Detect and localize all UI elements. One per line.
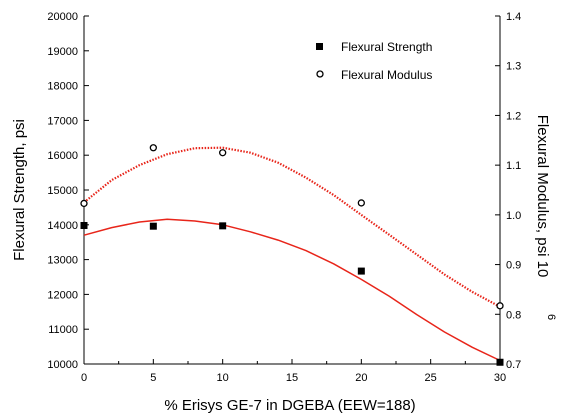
point-flexural-strength <box>80 221 88 229</box>
x-tick-label: 0 <box>81 372 87 384</box>
y-right-tick-label: 1.0 <box>506 210 521 222</box>
y-left-tick-label: 10000 <box>47 359 78 371</box>
legend-label-modulus: Flexural Modulus <box>341 68 432 82</box>
y-right-axis-exponent: 6 <box>545 314 557 320</box>
data-points <box>80 144 504 366</box>
legend-label-strength: Flexural Strength <box>341 40 432 54</box>
y-left-tick-label: 20000 <box>47 11 78 23</box>
point-flexural-modulus <box>357 199 365 207</box>
x-tick-label: 25 <box>425 372 437 384</box>
x-tick-label: 10 <box>217 372 229 384</box>
y-right-tick-label: 0.8 <box>506 309 521 321</box>
y-left-tick-label: 15000 <box>47 185 78 197</box>
point-flexural-modulus <box>219 149 227 157</box>
x-tick-label: 5 <box>150 372 156 384</box>
y-left-axis-title: Flexural Strength, psi <box>11 119 28 261</box>
point-flexural-modulus <box>149 144 157 152</box>
y-left-tick-label: 13000 <box>47 255 78 267</box>
legend: Flexural Strength Flexural Modulus <box>316 40 432 82</box>
y-right-tick-label: 0.7 <box>506 359 521 371</box>
y-right-axis-title: Flexural Modulus, psi 10 <box>534 115 551 278</box>
point-flexural-strength <box>357 267 365 275</box>
y-left-tick-label: 17000 <box>47 115 78 127</box>
y-left-tick-label: 14000 <box>47 220 78 232</box>
x-axis-title: % Erisys GE-7 in DGEBA (EEW=188) <box>164 397 415 414</box>
point-flexural-strength <box>496 358 504 366</box>
y-left-tick-label: 18000 <box>47 81 78 93</box>
point-flexural-strength <box>219 222 227 230</box>
point-flexural-modulus <box>80 199 88 208</box>
y-right-tick-label: 1.2 <box>506 110 521 122</box>
point-flexural-strength <box>149 222 157 230</box>
y-left-tick-label: 16000 <box>47 150 78 162</box>
y-left-tick-label: 12000 <box>47 289 78 301</box>
x-tick-label: 20 <box>355 372 367 384</box>
point-flexural-modulus <box>496 302 504 310</box>
fit-curve-strength <box>83 218 501 362</box>
ticks-layer: 0 5 10 15 20 25 30 10000 11000 12000 13000 14000 150… <box>47 11 521 384</box>
fit-curves <box>83 146 501 362</box>
fit-curve-modulus <box>83 146 501 308</box>
y-right-tick-label: 1.3 <box>506 61 521 73</box>
y-right-tick-label: 0.9 <box>506 260 521 272</box>
x-tick-label: 30 <box>494 372 506 384</box>
y-left-tick-label: 19000 <box>47 46 78 58</box>
x-tick-label: 15 <box>286 372 298 384</box>
y-right-tick-label: 1.1 <box>506 160 521 172</box>
y-right-tick-label: 1.4 <box>506 11 521 23</box>
y-left-tick-label: 11000 <box>48 324 78 336</box>
legend-marker-modulus <box>316 70 324 78</box>
legend-marker-strength <box>316 43 323 50</box>
